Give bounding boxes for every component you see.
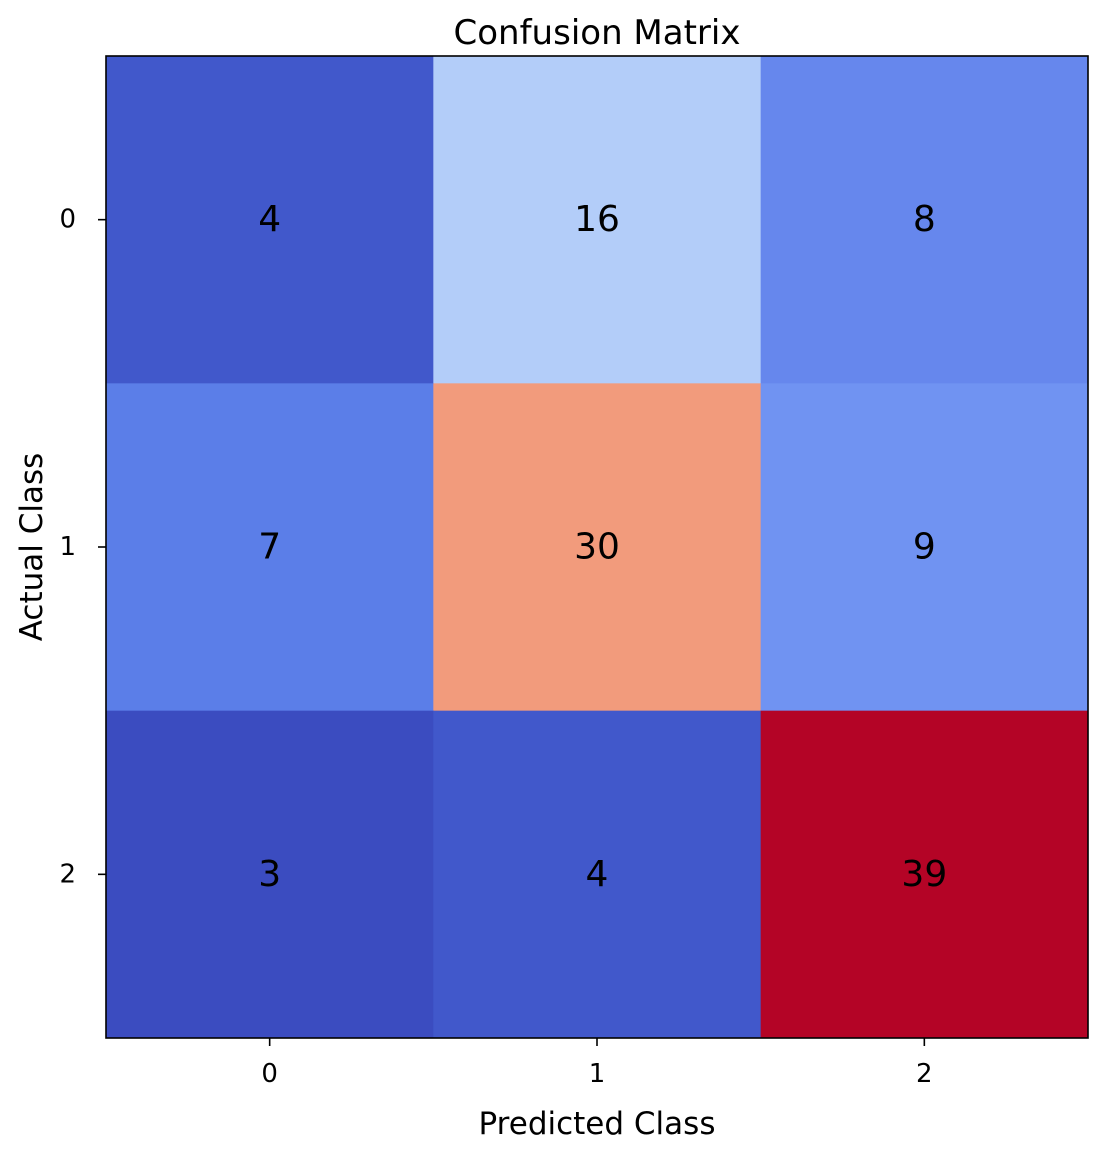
- cell-value-r2-c0: 3: [258, 854, 281, 895]
- heatmap-cells: [106, 56, 1089, 1039]
- cell-value-r0-c2: 8: [913, 199, 936, 240]
- x-tick-label-1: 1: [589, 1059, 606, 1089]
- cell-value-r2-c1: 4: [586, 854, 609, 895]
- heatmap-cell-r2-c2: [760, 710, 1089, 1039]
- heatmap-cell-r2-c1: [433, 710, 762, 1039]
- x-tick-label-2: 2: [916, 1059, 933, 1089]
- y-axis-label: Actual Class: [14, 453, 50, 642]
- x-tick-label-0: 0: [261, 1059, 278, 1089]
- heatmap-cell-r1-c0: [106, 383, 434, 712]
- x-axis-ticks: 0 1 2: [261, 1038, 933, 1089]
- y-tick-label-2: 2: [59, 859, 76, 889]
- x-axis-label: Predicted Class: [479, 1106, 716, 1142]
- cell-value-r2-c2: 39: [901, 854, 947, 895]
- cell-value-r1-c0: 7: [258, 527, 281, 568]
- heatmap-cell-r0-c1: [433, 56, 762, 384]
- chart-title: Confusion Matrix: [454, 13, 741, 53]
- y-tick-label-0: 0: [59, 205, 76, 235]
- heatmap-cell-r0-c0: [106, 56, 434, 384]
- y-tick-label-1: 1: [59, 532, 76, 562]
- cell-value-r1-c2: 9: [913, 527, 936, 568]
- heatmap-cell-labels: 4 16 8 7 30 9 3 4 39: [258, 199, 947, 895]
- heatmap-cell-r2-c0: [106, 710, 434, 1039]
- cell-value-r0-c1: 16: [574, 199, 620, 240]
- heatmap-cell-r0-c2: [760, 56, 1089, 384]
- cell-value-r0-c0: 4: [258, 199, 281, 240]
- heatmap-cell-r1-c1: [433, 383, 762, 712]
- heatmap-cell-r1-c2: [760, 383, 1089, 712]
- y-axis-ticks: 0 1 2: [59, 205, 106, 889]
- cell-value-r1-c1: 30: [574, 527, 620, 568]
